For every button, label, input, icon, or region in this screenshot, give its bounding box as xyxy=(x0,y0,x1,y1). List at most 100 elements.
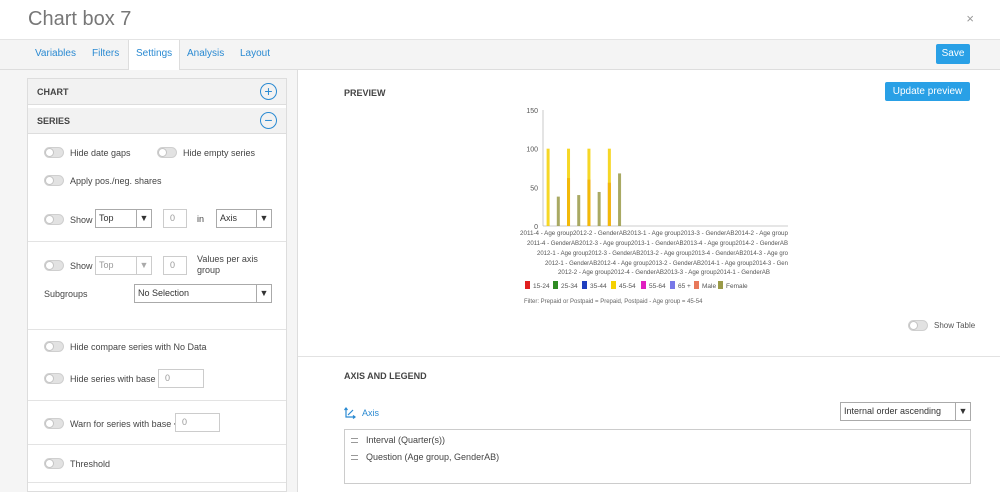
hide-base-toggle[interactable] xyxy=(44,373,64,384)
tab-settings[interactable]: Settings xyxy=(128,40,181,71)
y-tick-label: 50 xyxy=(530,185,538,192)
show-top-row: Show xyxy=(44,214,93,225)
tab-analysis[interactable]: Analysis xyxy=(187,48,225,59)
hide-empty-series-row: Hide empty series xyxy=(157,147,255,158)
x-tick-label: 2012-2 - Age group2012-4 - GenderAB2013-… xyxy=(558,269,770,276)
show-top-toggle[interactable] xyxy=(44,214,64,225)
chart-section-label: CHART xyxy=(37,87,69,97)
hide-compare-row: Hide compare series with No Data xyxy=(44,341,207,352)
divider xyxy=(298,356,1000,357)
window-title: Chart box 7 xyxy=(28,8,132,30)
hide-compare-toggle[interactable] xyxy=(44,341,64,352)
tab-variables[interactable]: Variables xyxy=(35,48,76,59)
order-select-value: Internal order ascending xyxy=(844,406,942,416)
divider xyxy=(28,444,286,445)
show-table-label: Show Table xyxy=(934,321,976,330)
in-axis-select-value: Axis xyxy=(220,213,238,223)
axis-item-label: Question (Age group, GenderAB) xyxy=(366,452,500,462)
warn-base-toggle[interactable] xyxy=(44,418,64,429)
threshold-label: Threshold xyxy=(70,458,111,469)
show-table-toggle[interactable] xyxy=(908,320,928,331)
legend-entry: 35-44 xyxy=(590,283,607,290)
drag-handle-icon[interactable] xyxy=(351,454,358,460)
tab-filters[interactable]: Filters xyxy=(92,48,120,59)
tab-bar: Variables Filters Settings Analysis Layo… xyxy=(0,40,1000,71)
threshold-row: Threshold xyxy=(44,458,110,469)
bar xyxy=(556,196,560,226)
bar xyxy=(618,173,622,226)
show-top-label: Show xyxy=(70,214,93,225)
hide-base-input[interactable]: 0 xyxy=(158,369,204,388)
subgroups-select-value: No Selection xyxy=(138,288,190,298)
y-tick-label: 100 xyxy=(526,147,538,154)
threshold-toggle[interactable] xyxy=(44,458,64,469)
update-preview-button[interactable]: Update preview xyxy=(885,82,970,101)
legend-entry: Male xyxy=(702,283,716,290)
warn-base-label: Warn for series with base < xyxy=(70,418,179,429)
hide-compare-label: Hide compare series with No Data xyxy=(70,341,207,352)
bar xyxy=(597,191,601,226)
hide-date-gaps-toggle[interactable] xyxy=(44,147,64,158)
hide-empty-series-toggle[interactable] xyxy=(157,147,177,158)
legend-swatch xyxy=(553,281,558,289)
hide-base-label: Hide series with base < xyxy=(70,373,164,384)
subgroups-select[interactable]: No Selection ▼ xyxy=(134,284,272,303)
axis-legend-title: AXIS AND LEGEND xyxy=(344,371,427,381)
x-tick-label: 2012-1 - GenderAB2012-4 - Age group2013-… xyxy=(545,260,788,267)
y-tick-label: 150 xyxy=(526,108,538,115)
legend-swatch xyxy=(694,281,699,289)
apply-shares-row: Apply pos./neg. shares xyxy=(44,175,162,186)
bar xyxy=(607,148,611,226)
drag-handle-icon[interactable] xyxy=(351,437,358,443)
show-values-select-value: Top xyxy=(99,260,114,270)
values-per-axis-label: Values per axis group xyxy=(197,254,258,275)
show-values-row: Show xyxy=(44,260,93,271)
series-section-label: SERIES xyxy=(37,116,71,126)
apply-shares-toggle[interactable] xyxy=(44,175,64,186)
divider xyxy=(28,482,286,483)
settings-panel: CHART + SERIES − Hide date gaps Hide emp… xyxy=(0,70,298,492)
warn-base-input[interactable]: 0 xyxy=(175,413,220,432)
legend-swatch xyxy=(611,281,616,289)
show-values-toggle[interactable] xyxy=(44,260,64,271)
order-select[interactable]: Internal order ascending ▼ xyxy=(840,402,971,421)
axis-list-item[interactable]: Question (Age group, GenderAB) xyxy=(351,452,499,462)
x-tick-label: 2011-4 - Age group2012-2 - GenderAB2013-… xyxy=(520,230,788,237)
show-top-number[interactable]: 0 xyxy=(163,209,187,228)
show-top-select[interactable]: Top ▼ xyxy=(95,209,152,228)
show-values-label: Show xyxy=(70,260,93,271)
minus-circle-icon[interactable]: − xyxy=(260,112,277,129)
axis-swap-icon xyxy=(344,407,356,419)
subgroups-label: Subgroups xyxy=(44,289,88,299)
chart-section-header[interactable]: CHART + xyxy=(28,79,286,105)
axis-list-item[interactable]: Interval (Quarter(s)) xyxy=(351,435,445,445)
x-tick-label: 2011-4 - GenderAB2012-3 - Age group2013-… xyxy=(527,240,788,247)
chevron-down-icon: ▼ xyxy=(256,210,271,227)
axis-swap-link[interactable]: Axis xyxy=(344,407,379,419)
show-top-select-value: Top xyxy=(99,213,114,223)
bar xyxy=(577,195,581,226)
show-values-number[interactable]: 0 xyxy=(163,256,187,275)
legend-entry: 65 + xyxy=(678,283,691,290)
hide-date-gaps-row: Hide date gaps xyxy=(44,147,131,158)
show-values-select[interactable]: Top ▼ xyxy=(95,256,152,275)
tab-layout[interactable]: Layout xyxy=(240,48,271,59)
bar xyxy=(567,148,571,226)
plus-circle-icon[interactable]: + xyxy=(260,83,277,100)
chevron-down-icon: ▼ xyxy=(136,210,151,227)
axis-list: Interval (Quarter(s)) Question (Age grou… xyxy=(344,429,971,484)
chevron-down-icon: ▼ xyxy=(136,257,151,274)
hide-base-row: Hide series with base < xyxy=(44,373,163,384)
hide-date-gaps-label: Hide date gaps xyxy=(70,147,131,158)
legend-entry: 55-64 xyxy=(649,283,666,290)
save-button[interactable]: Save xyxy=(936,44,970,64)
title-bar: Chart box 7 × xyxy=(0,0,1000,40)
series-section-header[interactable]: SERIES − xyxy=(28,108,286,134)
show-table-row: Show Table xyxy=(908,320,975,331)
axis-item-label: Interval (Quarter(s)) xyxy=(366,435,446,445)
in-axis-select[interactable]: Axis ▼ xyxy=(216,209,272,228)
hide-empty-series-label: Hide empty series xyxy=(183,147,256,158)
close-icon[interactable]: × xyxy=(966,11,974,26)
in-label: in xyxy=(197,214,205,224)
legend-entry: 45-54 xyxy=(619,283,636,290)
